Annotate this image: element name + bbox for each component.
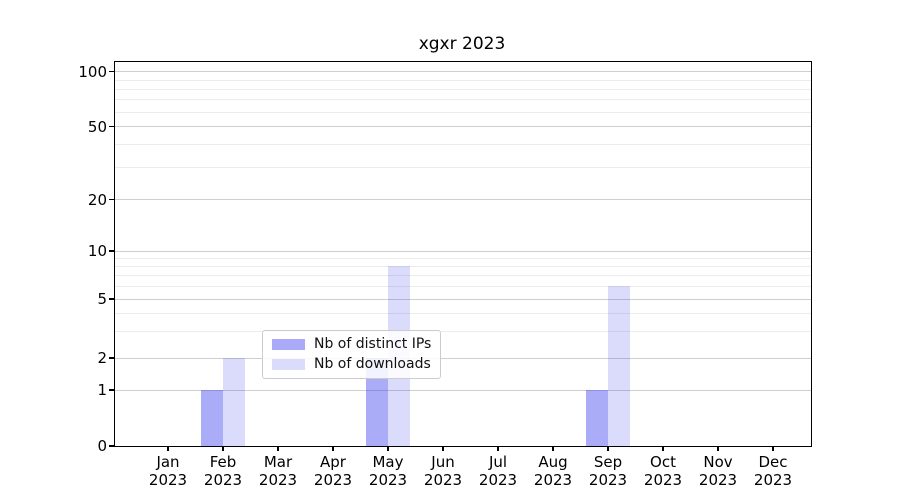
y-axis-tick-label-20: 20 bbox=[87, 190, 107, 209]
x-axis-tick-label-may: May 2023 bbox=[356, 453, 420, 489]
y-axis-tick-100 bbox=[108, 70, 114, 73]
x-axis-tick-label-line: 2023 bbox=[478, 471, 518, 489]
y-axis-tick-20 bbox=[108, 198, 114, 201]
y-axis-tick-label-2: 2 bbox=[97, 349, 107, 367]
y-axis-tick-label-50: 50 bbox=[87, 117, 107, 136]
x-axis-tick-jul bbox=[497, 446, 499, 451]
bar-distinct-ips-may bbox=[366, 358, 388, 446]
x-axis-tick-label-line: 2023 bbox=[368, 471, 408, 489]
y-axis-tick-label-10: 10 bbox=[87, 242, 107, 260]
gridline-major-10 bbox=[115, 250, 811, 252]
gridline-minor-60 bbox=[115, 111, 811, 113]
x-axis-tick-label-dec: Dec 2023 bbox=[741, 453, 805, 489]
x-axis-tick-oct bbox=[662, 446, 664, 451]
x-axis-tick-label-line: 2023 bbox=[533, 471, 573, 489]
gridline-minor-80 bbox=[115, 88, 811, 90]
legend-row-downloads: Nb of downloads bbox=[272, 356, 431, 372]
legend-row-distinct-ips: Nb of distinct IPs bbox=[272, 336, 431, 352]
x-axis-tick-label-line: 2023 bbox=[148, 471, 188, 489]
y-axis-tick-label-1: 1 bbox=[97, 381, 107, 399]
plot-area: 0 1 2 5 10 20 50 100 Jan 2023 Feb 2023 Mar 2023 Apr 202… bbox=[78, 61, 812, 489]
gridline-major-100 bbox=[115, 71, 811, 73]
x-axis-tick-label-jan: Jan 2023 bbox=[136, 453, 200, 489]
x-axis-tick-label-line: 2023 bbox=[258, 471, 298, 489]
x-axis-tick-label-jun: Jun 2023 bbox=[411, 453, 475, 489]
y-axis-tick-1 bbox=[108, 389, 114, 391]
x-axis-tick-label-mar: Mar 2023 bbox=[246, 453, 310, 489]
gridline-major-20 bbox=[115, 199, 811, 200]
x-axis-tick-label-apr: Apr 2023 bbox=[301, 453, 365, 489]
gridline-minor-7 bbox=[115, 275, 811, 277]
x-axis-tick-aug bbox=[552, 446, 554, 451]
x-axis-tick-nov bbox=[717, 446, 719, 451]
x-axis-tick-label-line: Feb bbox=[209, 453, 237, 471]
x-axis-tick-jun bbox=[442, 446, 444, 451]
legend: Nb of distinct IPs Nb of downloads bbox=[262, 330, 442, 379]
gridline-minor-70 bbox=[115, 99, 811, 101]
legend-swatch-downloads bbox=[272, 358, 305, 370]
y-axis-tick-2 bbox=[108, 357, 114, 359]
x-axis-tick-label-jul: Jul 2023 bbox=[466, 453, 530, 489]
gridline-major-5 bbox=[115, 298, 811, 300]
gridline-major-2 bbox=[115, 357, 811, 359]
y-axis-tick-label-100: 100 bbox=[78, 62, 107, 81]
x-axis-tick-label-sep: Sep 2023 bbox=[576, 453, 640, 489]
x-axis-tick-label-line: Mar bbox=[263, 453, 293, 471]
bar-distinct-ips-sep bbox=[586, 390, 608, 446]
x-axis-tick-label-line: Nov bbox=[703, 453, 733, 471]
x-axis-tick-label-line: Dec bbox=[758, 453, 788, 471]
bar-distinct-ips-feb bbox=[201, 390, 223, 446]
legend-label-downloads: Nb of downloads bbox=[314, 356, 431, 372]
x-axis-tick-label-aug: Aug 2023 bbox=[521, 453, 585, 489]
x-axis-tick-label-line: 2023 bbox=[698, 471, 738, 489]
chart-title: xgxr 2023 bbox=[418, 34, 506, 54]
y-axis-tick-label-5: 5 bbox=[97, 290, 107, 308]
x-axis-tick-label-line: 2023 bbox=[643, 471, 683, 489]
x-axis-tick-dec bbox=[772, 446, 774, 451]
x-axis-tick-label-line: Oct bbox=[650, 453, 676, 471]
y-axis-tick-10 bbox=[108, 250, 114, 252]
x-axis-tick-label-line: Jun bbox=[431, 453, 455, 471]
x-axis-tick-label-line: Sep bbox=[593, 453, 623, 471]
x-axis-tick-label-nov: Nov 2023 bbox=[686, 453, 750, 489]
x-axis-tick-label-line: Jul bbox=[488, 453, 508, 471]
x-axis-tick-may bbox=[387, 446, 389, 451]
x-axis-tick-label-line: Aug bbox=[538, 453, 568, 471]
x-axis-tick-label-line: Jan bbox=[156, 453, 180, 471]
x-axis-tick-jan bbox=[167, 446, 169, 451]
x-axis-tick-label-oct: Oct 2023 bbox=[631, 453, 695, 489]
y-axis-tick-0 bbox=[108, 445, 114, 447]
x-axis-tick-label-feb: Feb 2023 bbox=[191, 453, 255, 489]
gridline-minor-8 bbox=[115, 265, 811, 267]
y-axis-tick-label-0: 0 bbox=[97, 437, 107, 455]
x-axis-tick-label-line: 2023 bbox=[588, 471, 628, 489]
legend-swatch-distinct-ips bbox=[272, 338, 305, 350]
gridline-minor-4 bbox=[115, 312, 811, 314]
gridline-major-50 bbox=[115, 126, 811, 127]
gridline-minor-6 bbox=[115, 285, 811, 287]
y-axis-tick-50 bbox=[108, 125, 114, 128]
x-axis-tick-sep bbox=[607, 446, 609, 451]
x-axis-tick-label-line: 2023 bbox=[753, 471, 793, 489]
x-axis-tick-feb bbox=[222, 446, 224, 451]
bar-downloads-sep bbox=[608, 286, 630, 446]
x-axis-tick-label-line: 2023 bbox=[423, 471, 463, 489]
bar-downloads-feb bbox=[223, 358, 245, 446]
gridline-minor-30 bbox=[115, 166, 811, 168]
x-axis-tick-apr bbox=[332, 446, 334, 451]
gridline-major-1 bbox=[115, 389, 811, 391]
x-axis-tick-label-line: Apr bbox=[320, 453, 346, 471]
x-axis-tick-mar bbox=[277, 446, 279, 451]
x-axis-tick-label-line: 2023 bbox=[313, 471, 353, 489]
gridline-minor-40 bbox=[115, 143, 811, 145]
gridline-minor-3 bbox=[115, 331, 811, 333]
gridline-minor-9 bbox=[115, 257, 811, 259]
y-axis-tick-5 bbox=[108, 298, 114, 300]
x-axis-tick-label-line: May bbox=[372, 453, 404, 471]
x-axis-tick-label-line: 2023 bbox=[203, 471, 243, 489]
gridline-minor-90 bbox=[115, 79, 811, 81]
legend-label-distinct-ips: Nb of distinct IPs bbox=[314, 336, 432, 352]
